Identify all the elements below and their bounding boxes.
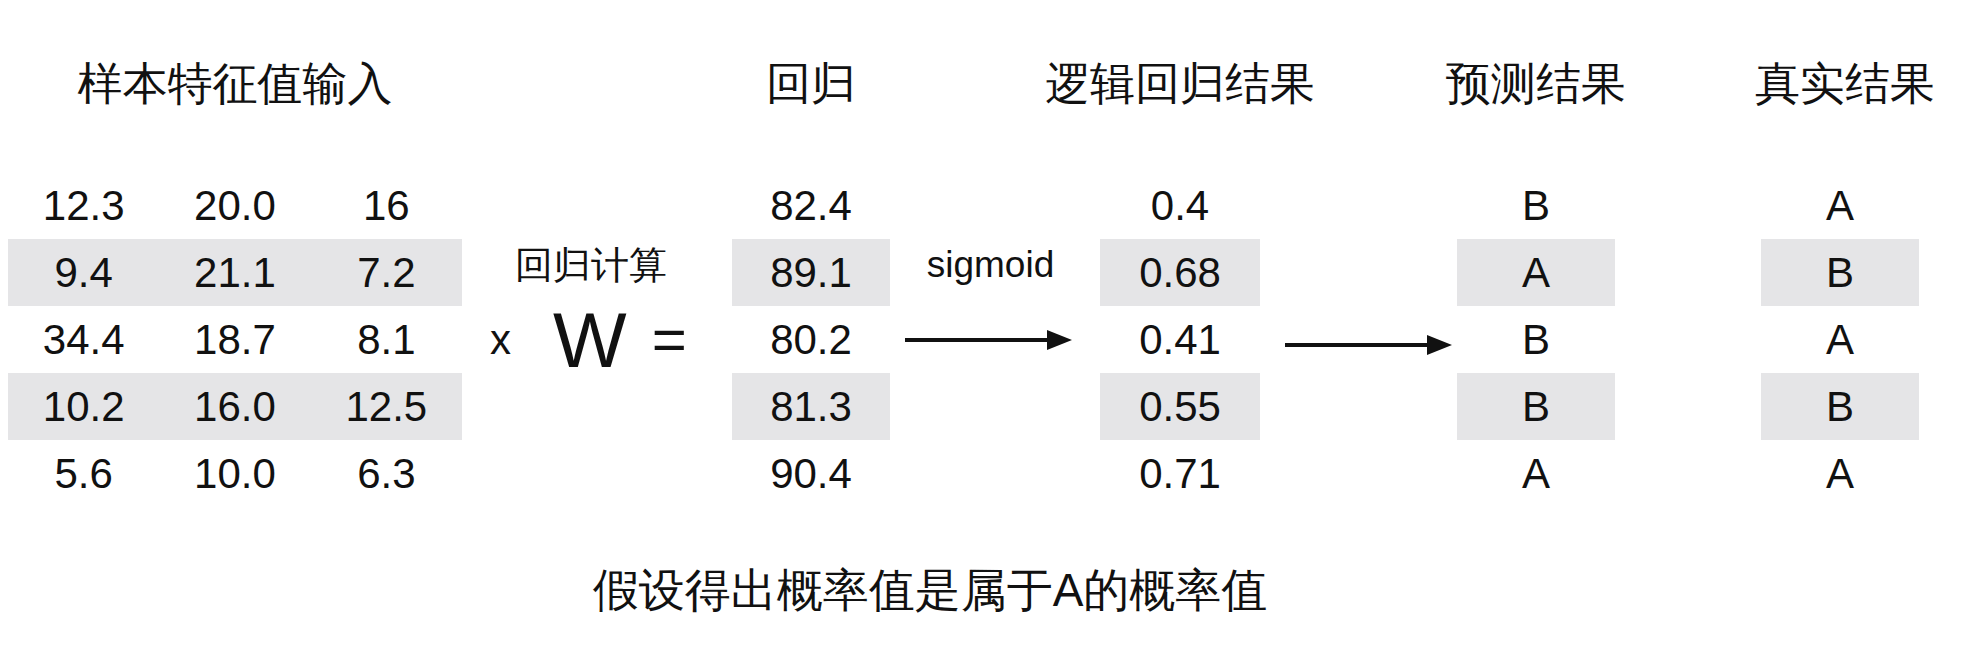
actual-column: A B A B A: [1761, 172, 1919, 507]
value-cell: A: [1457, 239, 1615, 306]
value-cell: B: [1457, 172, 1615, 239]
feature-row: 34.4 18.7 8.1: [8, 306, 462, 373]
column-header-logistic: 逻辑回归结果: [1030, 58, 1330, 110]
weight-formula: x W =: [490, 306, 687, 374]
feature-cell: 10.0: [159, 450, 310, 498]
feature-table: 12.3 20.0 16 9.4 21.1 7.2 34.4 18.7 8.1 …: [8, 172, 462, 507]
value-cell: B: [1457, 306, 1615, 373]
column-header-regression: 回归: [711, 58, 911, 110]
column-header-actual: 真实结果: [1740, 58, 1950, 110]
regression-calculation-label: 回归计算: [491, 240, 691, 291]
feature-cell: 16: [311, 182, 462, 230]
regression-column: 82.4 89.1 80.2 81.3 90.4: [732, 172, 890, 507]
value-cell: B: [1457, 373, 1615, 440]
value-cell: 81.3: [732, 373, 890, 440]
feature-row: 12.3 20.0 16: [8, 172, 462, 239]
sigmoid-label: sigmoid: [918, 244, 1063, 286]
caption: 假设得出概率值是属于A的概率值: [430, 560, 1430, 622]
feature-cell: 34.4: [8, 316, 159, 364]
sigmoid-arrow-icon: [903, 328, 1075, 352]
prediction-arrow-icon: [1283, 333, 1455, 357]
value-cell: 0.41: [1100, 306, 1260, 373]
multiply-operator: x: [490, 319, 511, 361]
value-cell: B: [1761, 239, 1919, 306]
feature-cell: 18.7: [159, 316, 310, 364]
value-cell: 90.4: [732, 440, 890, 507]
feature-cell: 12.5: [311, 383, 462, 431]
feature-row: 5.6 10.0 6.3: [8, 440, 462, 507]
value-cell: 80.2: [732, 306, 890, 373]
weight-symbol: W: [553, 301, 628, 379]
value-cell: 82.4: [732, 172, 890, 239]
feature-cell: 10.2: [8, 383, 159, 431]
value-cell: B: [1761, 373, 1919, 440]
prediction-column: B A B B A: [1457, 172, 1615, 507]
value-cell: A: [1457, 440, 1615, 507]
logistic-regression-diagram: 样本特征值输入 回归 逻辑回归结果 预测结果 真实结果 12.3 20.0 16…: [0, 0, 1962, 658]
value-cell: 0.68: [1100, 239, 1260, 306]
value-cell: A: [1761, 440, 1919, 507]
equals-sign: =: [652, 310, 687, 370]
feature-cell: 16.0: [159, 383, 310, 431]
column-header-prediction: 预测结果: [1436, 58, 1636, 110]
column-header-features: 样本特征值输入: [8, 58, 462, 110]
feature-cell: 21.1: [159, 249, 310, 297]
value-cell: A: [1761, 306, 1919, 373]
value-cell: A: [1761, 172, 1919, 239]
feature-cell: 5.6: [8, 450, 159, 498]
feature-cell: 12.3: [8, 182, 159, 230]
feature-row: 10.2 16.0 12.5: [8, 373, 462, 440]
feature-cell: 8.1: [311, 316, 462, 364]
value-cell: 0.55: [1100, 373, 1260, 440]
feature-cell: 9.4: [8, 249, 159, 297]
logistic-column: 0.4 0.68 0.41 0.55 0.71: [1100, 172, 1260, 507]
feature-cell: 6.3: [311, 450, 462, 498]
value-cell: 0.71: [1100, 440, 1260, 507]
feature-cell: 7.2: [311, 249, 462, 297]
feature-row: 9.4 21.1 7.2: [8, 239, 462, 306]
feature-cell: 20.0: [159, 182, 310, 230]
value-cell: 0.4: [1100, 172, 1260, 239]
value-cell: 89.1: [732, 239, 890, 306]
